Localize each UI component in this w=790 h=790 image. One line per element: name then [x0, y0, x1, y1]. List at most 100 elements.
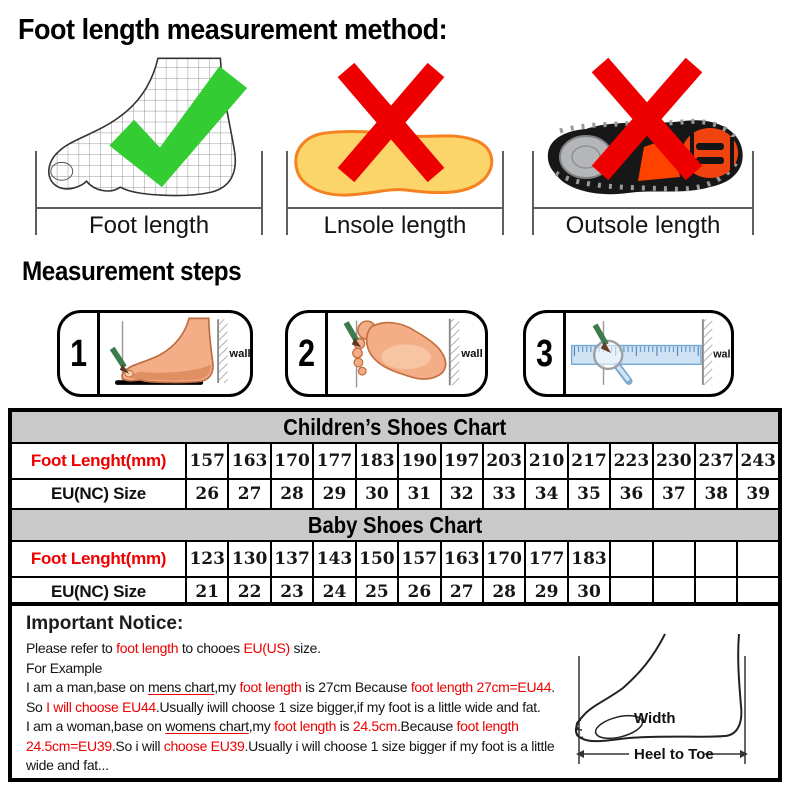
wireframe-foot-shape [48, 57, 237, 197]
chart-value-cell: 243 [736, 442, 781, 480]
width-ellipse [594, 714, 644, 740]
chart-section-row: Baby Shoes Chart [9, 508, 781, 542]
wall-hatch [702, 319, 713, 385]
chart-value-cell: 197 [439, 442, 484, 480]
chart-value-cell: 38 [694, 478, 739, 510]
notice-text-segment: foot length [116, 640, 179, 656]
chart-value-cell: 35 [566, 478, 612, 510]
notice-text-segment: ,my [248, 718, 275, 734]
chart-value-cell: 37 [651, 478, 697, 510]
chart-value-cell: 29 [312, 478, 357, 510]
step-box-1: 1 wall [57, 310, 253, 397]
method-label: Outsole length [565, 212, 721, 239]
chart-value-cell: 177 [524, 540, 569, 578]
chart-row-label: Foot Lenght(mm) [9, 442, 187, 480]
foot-wireframe-figure [35, 55, 263, 207]
notice-text-segment: ,my [214, 679, 240, 695]
foot-side-shape [121, 317, 214, 384]
chart-data-row: EU(NC) Size 26 27 28 29 30 31 32 33 34 35 36 37 38 39 [9, 478, 781, 510]
notice-text-segment: size. [289, 640, 321, 656]
step-1-drawing: wall [109, 317, 250, 385]
chart-value-cell: 23 [269, 576, 315, 609]
chart-section-title: Children’s Shoes Chart [9, 409, 781, 444]
wireframe-big-toe [50, 161, 74, 181]
chart-value-cell: 30 [354, 478, 400, 510]
wall-label: wall [712, 349, 731, 361]
notice-text-segment: Please refer to [26, 640, 117, 656]
notice-text-segment: foot length [239, 679, 302, 695]
ruler-ticks [573, 346, 700, 358]
chart-section-row: Children’s Shoes Chart [9, 409, 781, 444]
chart-value-cell: 28 [269, 478, 315, 510]
chart-value-cell [736, 540, 781, 578]
chart-value-cell: 26 [184, 478, 230, 510]
measure-bracket: Lnsole length [286, 151, 504, 240]
size-chart-table: Children’s Shoes Chart Foot Lenght(mm) 157… [8, 408, 782, 610]
notice-text-segment: choose EU39 [163, 737, 245, 754]
chart-value-cell: 190 [397, 442, 442, 480]
wall-label: wall [460, 348, 483, 360]
notice-text-segment: EU(US) [243, 640, 290, 656]
step-number: 3 [526, 313, 566, 394]
notice-line: I am a man,base on mens chart,my foot le… [26, 678, 778, 698]
chart-value-cell: 27 [227, 478, 272, 510]
notice-text-segment: foot length 27cm=EU44 [410, 679, 552, 695]
toe-bumps [575, 719, 584, 739]
important-notice-box: Important Notice: Please refer to foot l… [8, 602, 782, 782]
outsole-slot [696, 157, 724, 164]
chart-value-cell: 170 [269, 442, 315, 480]
heel-to-toe-label: Heel to Toe [634, 746, 714, 763]
wall-label: wall [228, 348, 250, 360]
notice-text-segment: foot length [274, 718, 337, 734]
measure-bracket: Outsole length [532, 151, 754, 240]
chart-value-cell: 31 [397, 478, 442, 510]
chart-value-cell: 123 [184, 540, 230, 578]
chart-value-cell: 203 [481, 442, 527, 480]
method-label: Lnsole length [323, 212, 467, 239]
outsole-tread-bar [730, 137, 734, 171]
chart-value-cell: 217 [566, 442, 612, 480]
notice-text-segment: mens chart [147, 679, 215, 695]
step-number: 2 [288, 313, 328, 394]
foot-sole-shading [128, 364, 211, 381]
chart-value-cell: 39 [736, 478, 781, 510]
outsole-figure [532, 55, 754, 207]
steps-section-title: Measurement steps [22, 256, 242, 286]
chart-value-cell: 34 [524, 478, 569, 510]
notice-text-segment: wide and fat... [26, 757, 109, 773]
notice-text-segment: 24.5cm=EU39 [26, 737, 112, 754]
chart-value-cell: 183 [354, 442, 400, 480]
notice-line: 24.5cm=EU39.So i will choose EU39.Usuall… [26, 737, 778, 757]
chart-value-cell: 137 [269, 540, 315, 578]
notice-text-segment: 24.5cm [352, 718, 397, 734]
pencil-icon [343, 321, 362, 348]
measure-bracket: Foot length [35, 151, 263, 240]
chart-value-cell: 33 [481, 478, 527, 510]
chart-value-cell: 210 [524, 442, 569, 480]
insole-drawing [294, 62, 494, 197]
notice-text-segment: I am a woman,base on [26, 718, 166, 734]
chart-value-cell: 163 [227, 442, 272, 480]
notice-line: Please refer to foot length to chooes EU… [26, 639, 778, 659]
step-number: 1 [60, 313, 100, 394]
method-item-outsole-length: Outsole length [532, 55, 754, 240]
notice-line: I am a woman,base on womens chart,my foo… [26, 717, 778, 737]
chart-value-cell: 237 [694, 442, 739, 480]
notice-text-segment: womens chart [165, 718, 249, 734]
chart-value-cell: 143 [312, 540, 357, 578]
chart-value-cell: 170 [481, 540, 527, 578]
notice-text-segment: .Usually iwill choose 1 size bigger,if m… [155, 698, 541, 715]
notice-text-segment: I will choose EU44 [46, 698, 156, 715]
chart-value-cell: 223 [609, 442, 654, 480]
chart-value-cell: 32 [439, 478, 484, 510]
notice-line: wide and fat... [26, 756, 778, 776]
method-item-foot-length: Foot length [35, 55, 263, 240]
chart-row-label: EU(NC) Size [9, 478, 187, 510]
step-box-3: 3 [523, 310, 734, 397]
chart-value-cell [694, 540, 739, 578]
chart-value-cell: 183 [566, 540, 612, 578]
notice-text-segment: I am a man,base on [26, 679, 148, 695]
notice-text-segment: foot length [456, 718, 519, 734]
chart-section-title: Baby Shoes Chart [9, 508, 781, 542]
